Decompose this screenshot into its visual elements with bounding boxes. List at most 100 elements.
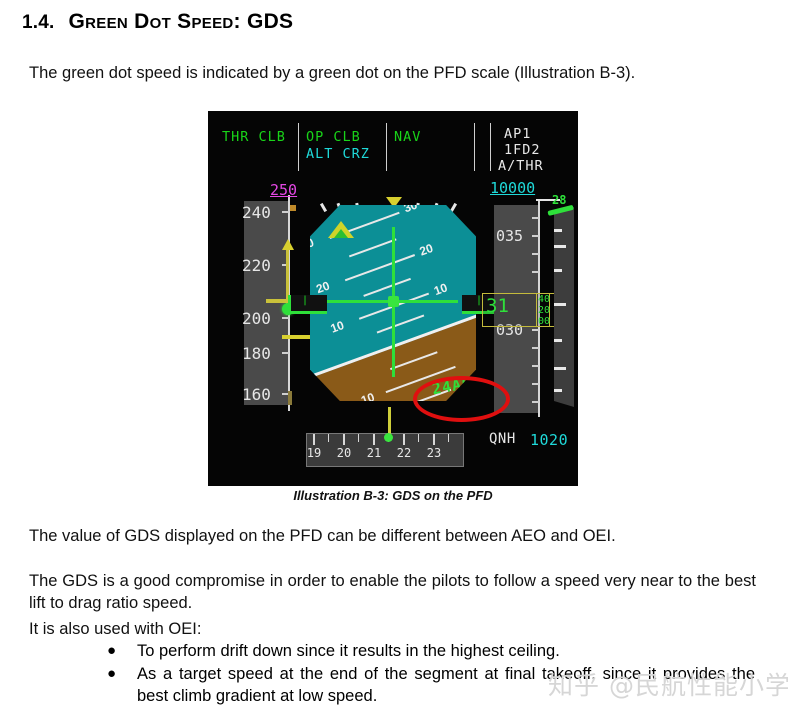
speed-tick-200 xyxy=(282,317,289,319)
heading-label-20: 20 xyxy=(336,446,352,460)
heading-tick-major-1 xyxy=(313,434,315,445)
heading-tick-major-2 xyxy=(343,434,345,445)
altitude-tick-c xyxy=(532,217,539,219)
altitude-label-035: 035 xyxy=(496,227,524,245)
heading-label-22: 22 xyxy=(396,446,412,460)
heading-label-19: 19 xyxy=(306,446,322,460)
bullet-dot-icon: ● xyxy=(107,642,117,659)
paragraph-oei-intro: It is also used with OEI: xyxy=(29,620,202,638)
fma-divider-3 xyxy=(474,123,475,171)
vsi-tick-4 xyxy=(554,303,566,306)
speed-tape-background xyxy=(244,201,288,405)
slip-indicator-icon xyxy=(334,229,348,238)
altitude-tick-030 xyxy=(532,329,539,331)
list-item-label: As a target speed at the end of the segm… xyxy=(137,665,755,705)
bullet-dot-icon: ● xyxy=(107,665,117,682)
section-title: Green Dot Speed: GDS xyxy=(68,10,294,33)
fma-lateral-mode: NAV xyxy=(394,129,422,145)
section-heading: 1.4. Green Dot Speed: GDS xyxy=(22,10,293,34)
bank-mark-30l xyxy=(319,202,328,213)
speed-trend-arrow-stem xyxy=(286,247,289,315)
altitude-tick-a xyxy=(532,253,539,255)
fma-divider-4 xyxy=(490,123,491,171)
paragraph-gds-value: The value of GDS displayed on the PFD ca… xyxy=(29,527,616,545)
altitude-tick-e xyxy=(532,365,539,367)
speed-tick-160 xyxy=(282,393,289,395)
vertical-speed-indicator-scale xyxy=(554,207,574,407)
altitude-readout-box xyxy=(482,293,550,327)
altitude-tick-d xyxy=(532,347,539,349)
pfd-display: THR CLB OP CLB ALT CRZ NAV AP1 1FD2 A/TH… xyxy=(208,111,578,486)
altitude-tape-scale-line xyxy=(538,201,540,417)
aircraft-reference-symbol xyxy=(388,296,399,307)
paragraph-gds-compromise: The GDS is a good compromise in order to… xyxy=(29,572,756,612)
adi-side-marker-left: | xyxy=(302,295,309,306)
speed-label-160: 160 xyxy=(242,385,271,404)
vsi-tick-5 xyxy=(554,339,562,342)
figure-caption: Illustration B-3: GDS on the PFD xyxy=(293,488,493,503)
fma-armed-vertical-mode: ALT CRZ xyxy=(306,146,370,162)
fma-divider-1 xyxy=(298,123,299,171)
altitude-tape: 10000 035 030 31 40 20 xyxy=(482,179,560,423)
speed-tick-220 xyxy=(282,264,289,266)
speed-trend-arrow-head xyxy=(282,239,294,250)
heading-tick-minor-2 xyxy=(358,434,359,442)
heading-tick-minor-4 xyxy=(418,434,419,442)
fma-flight-director-status: 1FD2 xyxy=(504,142,541,158)
vls-amber-bar xyxy=(282,335,314,339)
selected-altitude-value: 10000 xyxy=(490,179,536,197)
fma-divider-2 xyxy=(386,123,387,171)
fma-autopilot-status: AP1 xyxy=(504,126,532,142)
vertical-speed-value: 28 xyxy=(552,193,567,207)
speed-label-200: 200 xyxy=(242,309,271,328)
heading-tick-major-5 xyxy=(433,434,435,445)
selected-speed-value: 250 xyxy=(270,181,298,199)
paragraph-intro: The green dot speed is indicated by a gr… xyxy=(29,64,636,82)
speed-tick-240 xyxy=(282,211,289,213)
attitude-director-indicator: 30 30 20 20 10 10 10 24A0 xyxy=(266,197,520,407)
heading-label-23: 23 xyxy=(426,446,442,460)
altitude-tape-top-cap xyxy=(536,199,560,201)
fma-bar: THR CLB OP CLB ALT CRZ NAV AP1 1FD2 A/TH… xyxy=(208,111,578,174)
vsi-tick-3 xyxy=(554,269,562,272)
sky-pointer-icon xyxy=(386,197,402,208)
heading-label-21: 21 xyxy=(366,446,382,460)
qnh-value: 1020 xyxy=(530,431,569,449)
fma-vertical-mode: OP CLB xyxy=(306,129,361,145)
heading-index-dot xyxy=(384,433,393,442)
altitude-tick-f xyxy=(532,383,539,385)
altitude-rolling-digit-2: 20 xyxy=(538,305,551,316)
fma-autothrust-status: A/THR xyxy=(498,158,544,174)
heading-tick-minor-1 xyxy=(328,434,329,442)
heading-index-line xyxy=(388,407,391,441)
altitude-rolling-digit-1: 40 xyxy=(538,294,551,305)
fma-thrust-mode: THR CLB xyxy=(222,129,286,145)
list-item: ● To perform drift down since it results… xyxy=(95,640,755,662)
oei-bullet-list: ● To perform drift down since it results… xyxy=(95,640,755,708)
altitude-tick-g xyxy=(532,401,539,403)
speed-label-240: 240 xyxy=(242,203,271,222)
altitude-rolling-digit-3: 00 xyxy=(538,316,551,327)
altitude-tape-background xyxy=(494,205,538,413)
list-item: ● As a target speed at the end of the se… xyxy=(95,663,755,707)
speed-bottom-tick xyxy=(288,391,292,405)
altitude-tick-035 xyxy=(532,235,539,237)
annotation-ellipse-green-dot xyxy=(413,376,510,422)
speed-label-220: 220 xyxy=(242,256,271,275)
adi-side-marker-right: | xyxy=(476,295,483,306)
heading-tick-major-3 xyxy=(373,434,375,445)
aircraft-wing-left xyxy=(288,295,327,314)
vsi-tick-7 xyxy=(554,389,562,392)
speed-tape: 250 240 220 200 180 160 xyxy=(238,181,314,415)
heading-tick-minor-5 xyxy=(448,434,449,442)
vsi-tick-1 xyxy=(554,229,562,232)
heading-tick-major-4 xyxy=(403,434,405,445)
vsi-tick-2 xyxy=(554,245,566,248)
altitude-current-value: 31 xyxy=(486,295,509,317)
speed-label-180: 180 xyxy=(242,344,271,363)
speed-tick-180 xyxy=(282,352,289,354)
section-number: 1.4. xyxy=(22,12,55,33)
vsi-tick-6 xyxy=(554,367,566,370)
watermark: 知乎 @民航性能小学徒 xyxy=(548,671,788,700)
